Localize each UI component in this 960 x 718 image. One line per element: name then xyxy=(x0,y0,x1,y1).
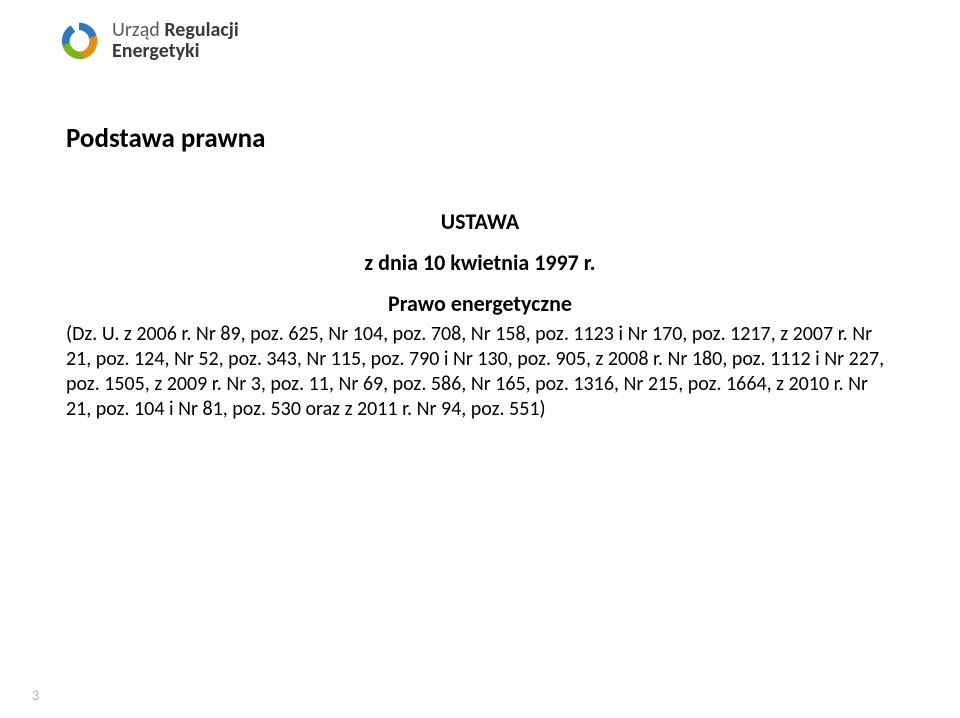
law-date: z dnia 10 kwietnia 1997 r. xyxy=(0,249,960,276)
law-name: USTAWA xyxy=(0,208,960,235)
logo-line-1: Urząd Regulacji xyxy=(112,20,239,41)
logo: Urząd Regulacji Energetyki xyxy=(56,18,239,64)
law-subtitle: Prawo energetyczne xyxy=(0,290,960,317)
logo-icon xyxy=(56,18,102,64)
citation-text: (Dz. U. z 2006 r. Nr 89, poz. 625, Nr 10… xyxy=(66,322,894,422)
law-header: USTAWA z dnia 10 kwietnia 1997 r. Prawo … xyxy=(0,208,960,317)
page-number: 3 xyxy=(32,687,39,704)
page-title: Podstawa prawna xyxy=(66,122,265,155)
logo-text: Urząd Regulacji Energetyki xyxy=(112,20,239,62)
logo-line-2: Energetyki xyxy=(112,41,239,62)
